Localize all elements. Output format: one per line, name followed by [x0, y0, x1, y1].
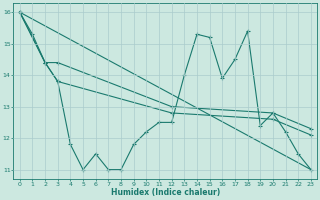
- X-axis label: Humidex (Indice chaleur): Humidex (Indice chaleur): [111, 188, 220, 197]
